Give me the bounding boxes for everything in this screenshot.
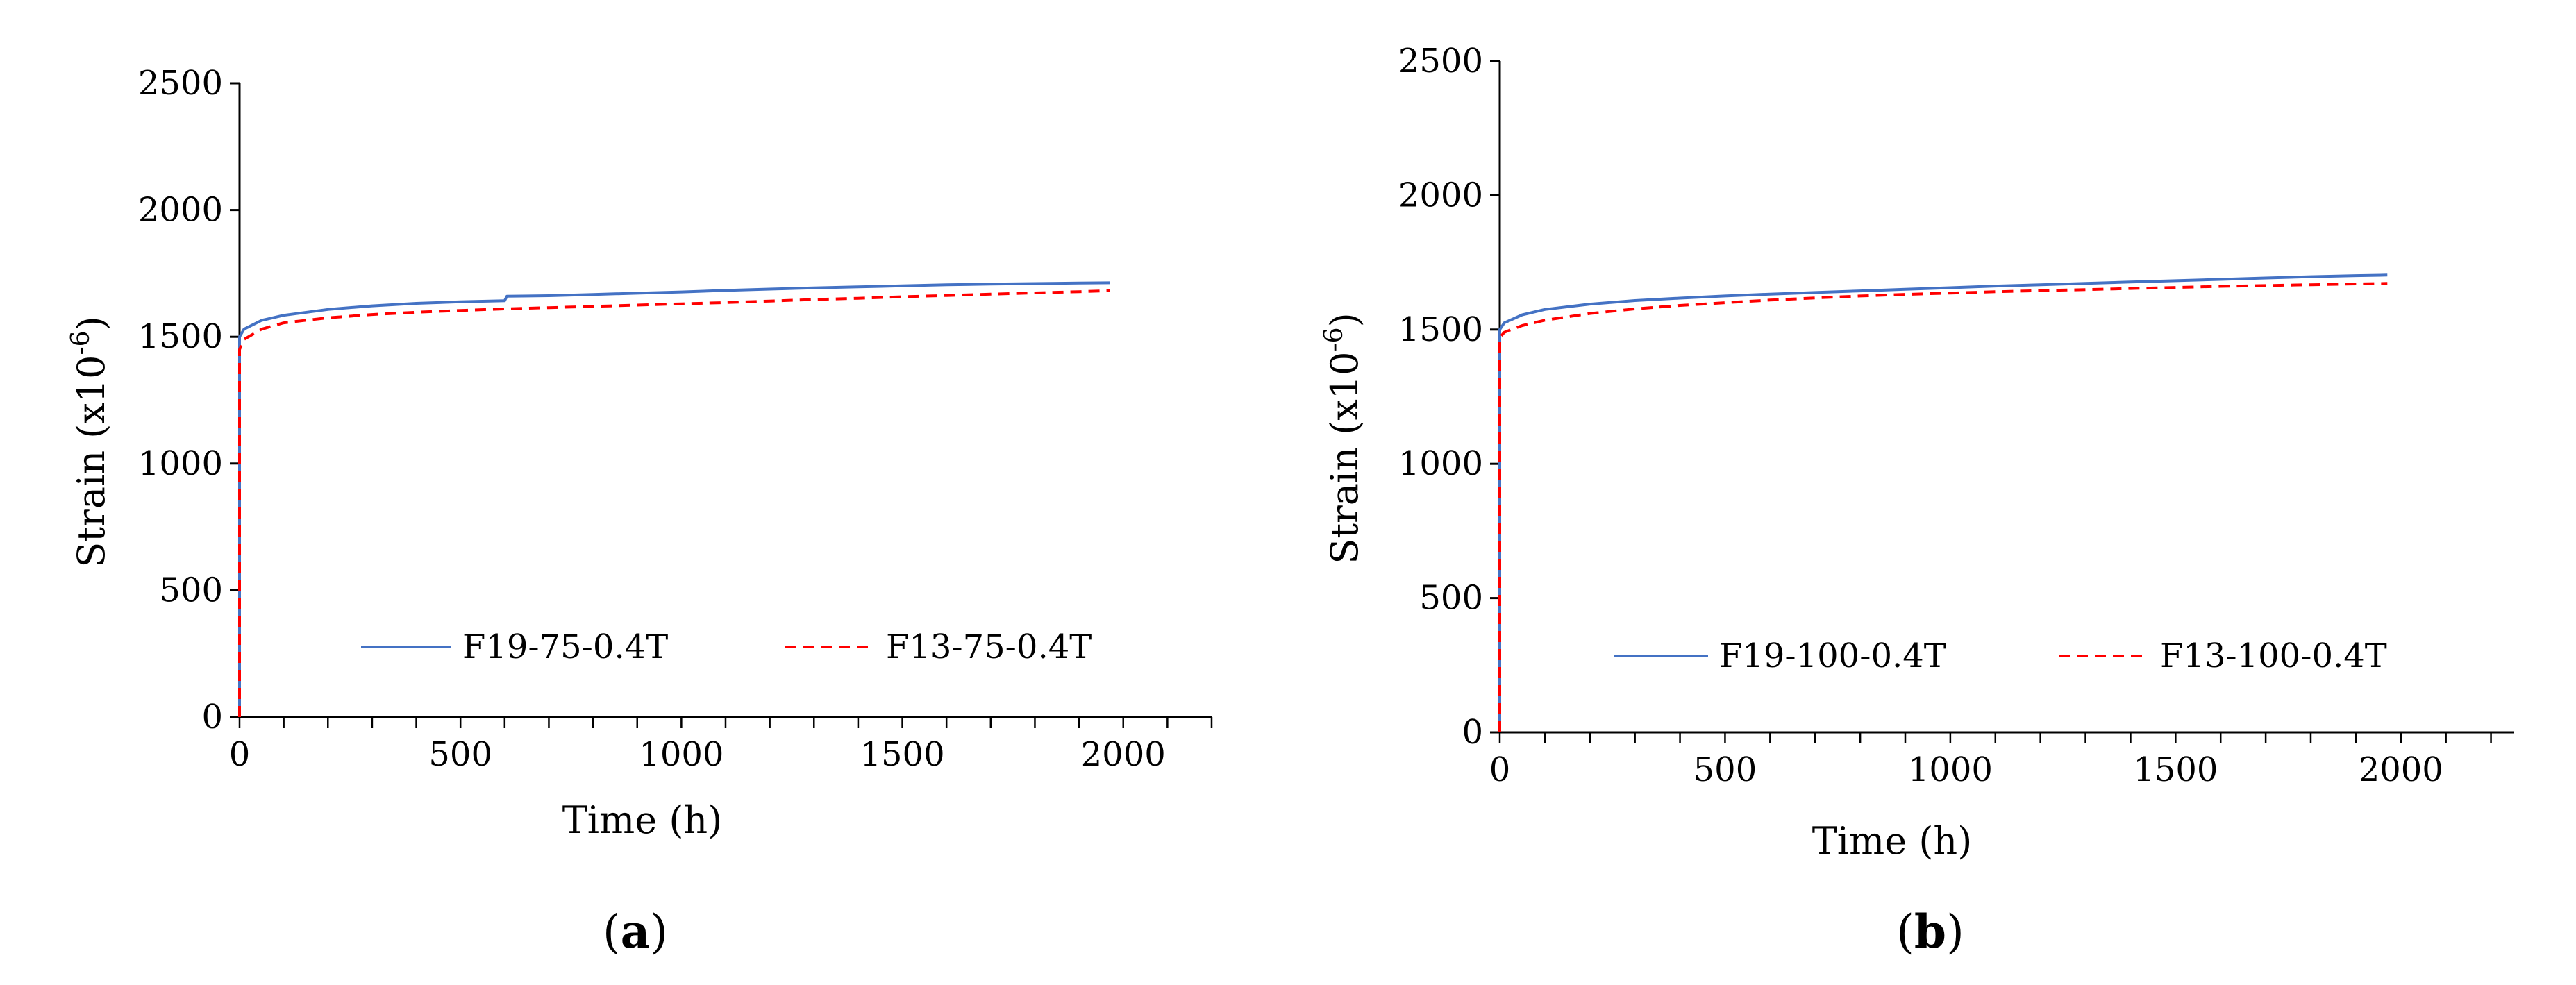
y-axis-title: Strain (x10-6) xyxy=(67,316,113,567)
x-tick-label: 500 xyxy=(428,735,492,774)
y-tick-label: 500 xyxy=(159,571,223,609)
legend-label: F19-100-0.4T xyxy=(1719,637,1946,675)
x-axis-title: Time (h) xyxy=(1812,819,1973,863)
y-tick-label: 0 xyxy=(201,698,223,736)
y-tick-label: 1500 xyxy=(1398,310,1483,349)
chart-panel-b: 0 500 1000 1500 2000 2500 0 500 1000 1500 2000 Time… xyxy=(1320,42,2514,959)
y-tick-label: 500 xyxy=(1419,579,1483,618)
x-axis-title: Time (h) xyxy=(562,798,723,842)
y-axis-title-group: Strain (x10-6) xyxy=(67,316,113,567)
x-tick-label: 0 xyxy=(1489,750,1511,789)
panel-label: (a) xyxy=(603,904,668,959)
chart-panel-a: 0 500 1000 1500 2000 2500 0 500 1000 1500 2000 Time… xyxy=(67,64,1212,959)
x-tick-label: 0 xyxy=(229,735,251,774)
legend-label: F19-75-0.4T xyxy=(462,628,668,666)
x-tick-label: 1500 xyxy=(2133,750,2218,789)
y-tick-label: 1000 xyxy=(138,444,223,483)
y-tick-label: 2000 xyxy=(1398,176,1483,214)
x-tick-label: 2000 xyxy=(1081,735,1166,774)
x-tick-label: 500 xyxy=(1693,750,1757,789)
x-tick-label: 1000 xyxy=(639,735,724,774)
y-tick-label: 0 xyxy=(1462,713,1483,752)
y-tick-label: 1500 xyxy=(138,317,223,356)
y-tick-label: 1000 xyxy=(1398,444,1483,483)
x-tick-label: 2000 xyxy=(2359,750,2443,789)
panel-label: (b) xyxy=(1896,904,1964,959)
x-tick-label: 1000 xyxy=(1908,750,1993,789)
legend-label: F13-75-0.4T xyxy=(886,628,1092,666)
y-axis-title-group: Strain (x10-6) xyxy=(1320,312,1366,564)
y-axis-title: Strain (x10-6) xyxy=(1320,312,1366,564)
y-tick-label: 2500 xyxy=(1398,42,1483,81)
legend-label: F13-100-0.4T xyxy=(2160,637,2387,675)
x-tick-label: 1500 xyxy=(860,735,944,774)
y-tick-label: 2500 xyxy=(138,64,223,103)
y-tick-label: 2000 xyxy=(138,191,223,230)
